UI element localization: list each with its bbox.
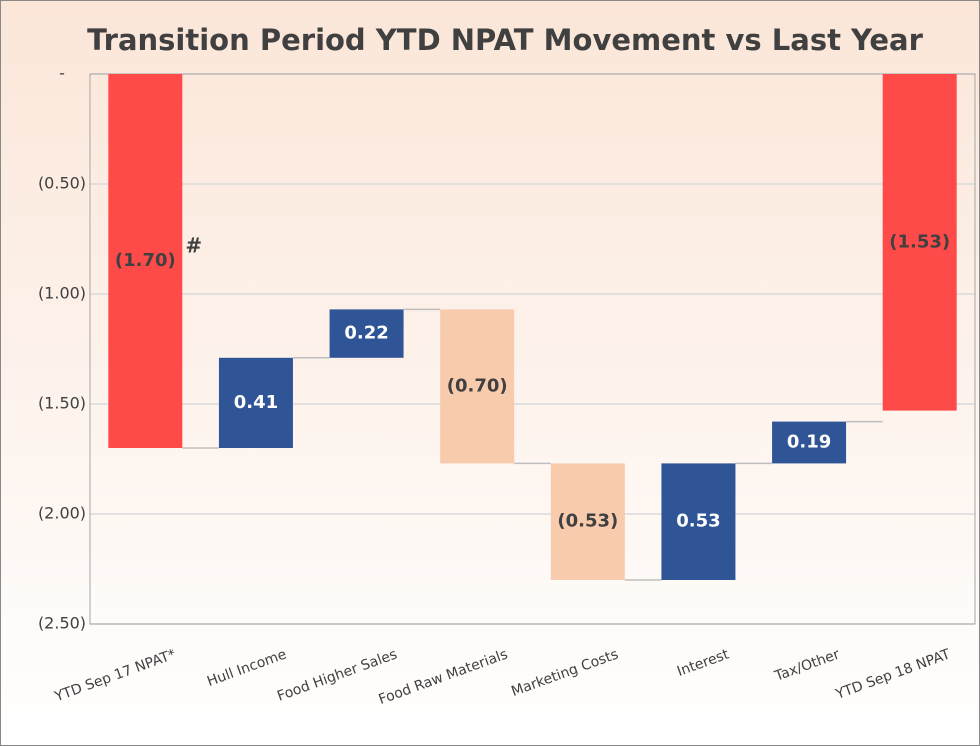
bar [550,463,625,580]
value-label: (0.53) [557,511,618,532]
bar [329,309,404,358]
annotation: # [185,234,202,258]
y-tick-label: (2.50) [38,614,86,633]
value-label: 0.53 [676,511,720,532]
bar [440,309,515,464]
value-label: (1.53) [889,231,950,252]
y-tick-label: (0.50) [38,174,86,193]
y-tick-label: (1.50) [38,394,86,413]
value-label: 0.22 [344,323,388,344]
y-tick-label: - [59,64,65,83]
value-label: 0.19 [787,432,831,453]
plot-border [89,73,976,625]
bar [108,74,183,448]
y-tick-label: (2.00) [38,504,86,523]
bar [661,463,736,580]
y-tick-label: (1.00) [38,284,86,303]
value-label: (1.70) [115,250,176,271]
chart-title: Transition Period YTD NPAT Movement vs L… [87,23,924,57]
value-label: 0.41 [234,392,278,413]
value-label: (0.70) [447,375,508,396]
bar [772,421,847,464]
bar [218,357,293,448]
bar [882,74,957,411]
